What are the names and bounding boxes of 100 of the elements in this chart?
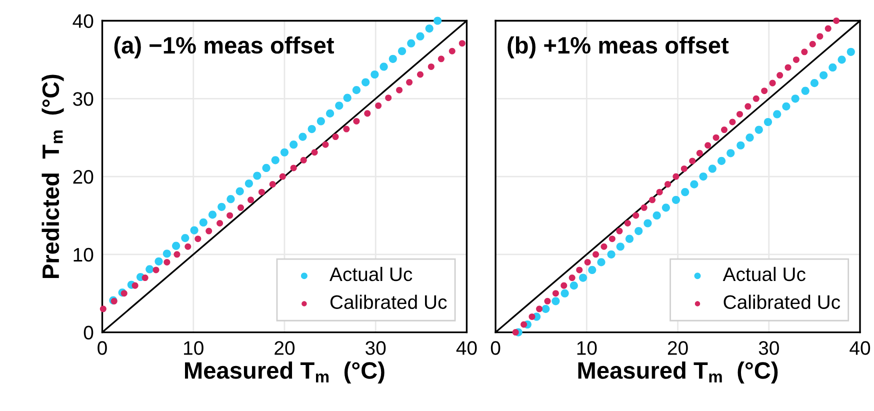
point — [689, 158, 696, 164]
point — [364, 110, 371, 117]
point — [458, 40, 466, 47]
point — [425, 24, 434, 33]
point — [280, 148, 289, 156]
point — [672, 196, 680, 204]
point — [448, 48, 456, 54]
point — [416, 32, 424, 40]
point — [120, 290, 128, 297]
point — [597, 258, 606, 266]
y-tick-label: 10 — [74, 248, 94, 262]
point — [343, 126, 350, 132]
point — [380, 62, 388, 71]
point — [632, 212, 640, 219]
point — [588, 266, 596, 274]
point — [712, 134, 720, 141]
point — [154, 257, 163, 266]
point — [253, 172, 262, 180]
x-tick-label: 10 — [577, 341, 597, 355]
point — [721, 126, 728, 134]
point — [644, 219, 652, 228]
point — [681, 188, 690, 196]
point — [773, 110, 782, 118]
point — [100, 306, 106, 312]
y-tick-label: 30 — [73, 92, 94, 106]
point — [704, 142, 712, 149]
point — [184, 243, 192, 250]
point — [672, 173, 680, 180]
point — [236, 187, 244, 196]
point — [809, 40, 816, 48]
point — [576, 266, 583, 274]
point — [784, 64, 792, 71]
point — [726, 149, 735, 158]
point — [736, 141, 745, 150]
point — [838, 56, 846, 64]
point — [142, 274, 148, 282]
point — [736, 110, 743, 118]
point — [407, 39, 416, 48]
point — [416, 71, 424, 78]
text: (b) +1% meas offset — [508, 36, 729, 58]
legend-label: Actual Uc — [330, 266, 412, 282]
point — [396, 86, 403, 94]
point — [828, 63, 837, 72]
point — [271, 156, 280, 164]
point — [634, 226, 643, 236]
point — [398, 47, 406, 56]
point — [680, 165, 688, 172]
point — [699, 172, 708, 181]
x-tick-label: 30 — [366, 341, 386, 355]
point — [776, 72, 784, 79]
point — [744, 103, 752, 110]
point — [560, 282, 568, 289]
point — [708, 164, 716, 173]
point — [385, 94, 392, 102]
point — [600, 243, 608, 250]
point — [388, 54, 397, 63]
point — [536, 306, 543, 312]
point — [754, 126, 763, 134]
point — [782, 102, 790, 110]
point — [352, 86, 361, 94]
point — [132, 282, 138, 289]
point — [769, 80, 776, 86]
point — [248, 196, 254, 204]
x-tick-label: 0 — [98, 341, 107, 355]
x-axis-title: Measured T$_{m}$ (°C) — [578, 362, 778, 384]
point — [262, 164, 270, 172]
point — [578, 274, 588, 282]
point — [428, 63, 434, 70]
point — [152, 266, 160, 274]
point — [544, 298, 551, 304]
x-tick-label: 20 — [668, 341, 688, 355]
point — [343, 94, 352, 102]
point — [820, 71, 828, 80]
point — [174, 251, 180, 258]
point — [570, 282, 578, 290]
point — [375, 102, 382, 109]
point — [652, 211, 661, 220]
text: (a) −1% meas offset — [114, 36, 334, 58]
point — [662, 204, 670, 212]
point — [279, 173, 286, 180]
point — [690, 180, 698, 188]
x-tick-label: 10 — [184, 341, 204, 355]
point — [584, 258, 591, 266]
point — [560, 289, 569, 298]
point — [512, 329, 519, 336]
point — [729, 118, 736, 126]
point — [833, 18, 840, 24]
point — [608, 236, 616, 242]
x-tick-label: 40 — [456, 341, 477, 355]
x-axis-title: Measured T$_{m}$ (°C) — [185, 362, 384, 384]
point — [258, 188, 265, 196]
point — [568, 274, 576, 282]
point — [810, 79, 819, 88]
point — [190, 226, 198, 234]
point — [226, 195, 235, 204]
point — [592, 251, 600, 258]
point — [244, 179, 253, 188]
point — [353, 118, 360, 124]
point — [761, 88, 768, 94]
point — [194, 236, 202, 242]
